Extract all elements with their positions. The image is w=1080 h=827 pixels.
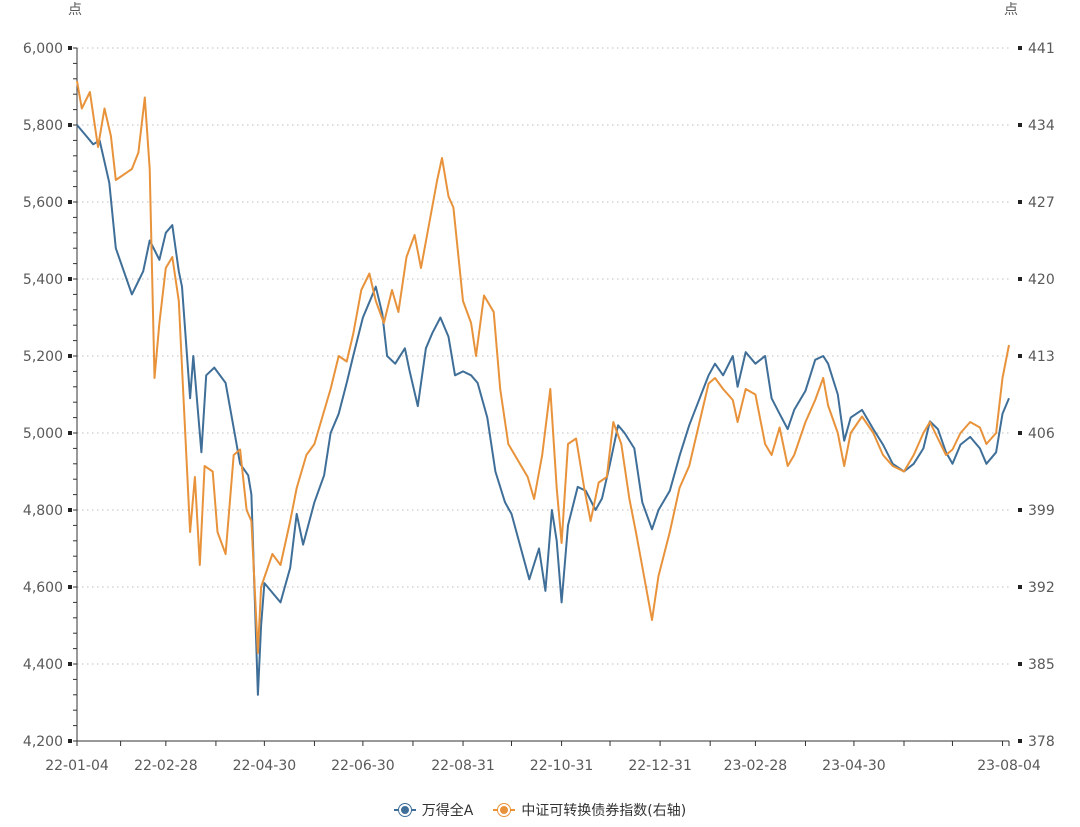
legend-item-left-series[interactable]: 万得全A bbox=[393, 800, 474, 820]
left-tick-marker bbox=[68, 662, 72, 666]
right-tick-label: 420 bbox=[1028, 272, 1055, 288]
left-tick-marker bbox=[68, 123, 72, 127]
x-tick-label: 22-02-28 bbox=[134, 758, 198, 774]
right-tick-marker bbox=[1018, 123, 1022, 127]
x-tick-label: 23-04-30 bbox=[822, 758, 886, 774]
right-tick-marker bbox=[1018, 200, 1022, 204]
left-tick-label: 6,000 bbox=[23, 41, 63, 57]
legend-item-right-series[interactable]: 中证可转换债券指数(右轴) bbox=[493, 800, 686, 820]
x-tick-label: 22-01-04 bbox=[45, 758, 109, 774]
left-tick-marker bbox=[68, 277, 72, 281]
left-tick-label: 4,200 bbox=[23, 734, 63, 750]
right-tick-label: 427 bbox=[1028, 195, 1055, 211]
legend-label-left: 万得全A bbox=[421, 803, 474, 819]
right-tick-marker bbox=[1018, 508, 1022, 512]
axis-layer: 4,200 4,400 4,600 4,800 5,000 5,200 5,400 5,600… bbox=[23, 41, 1055, 774]
left-tick-marker bbox=[68, 46, 72, 50]
left-tick-label: 5,800 bbox=[23, 118, 63, 134]
right-tick-marker bbox=[1018, 277, 1022, 281]
legend-marker-right bbox=[493, 804, 516, 816]
right-tick-label: 441 bbox=[1028, 41, 1055, 57]
legend: 万得全A 中证可转换债券指数(右轴) bbox=[0, 800, 1080, 820]
right-tick-label: 385 bbox=[1028, 657, 1055, 673]
right-axis-unit: 点 bbox=[1004, 2, 1018, 18]
right-tick-label: 434 bbox=[1028, 118, 1055, 134]
right-tick-marker bbox=[1018, 431, 1022, 435]
right-tick-marker bbox=[1018, 585, 1022, 589]
right-tick-marker bbox=[1018, 354, 1022, 358]
left-tick-label: 4,800 bbox=[23, 503, 63, 519]
right-tick-label: 392 bbox=[1028, 580, 1055, 596]
left-tick-label: 5,000 bbox=[23, 426, 63, 442]
x-tick-label: 22-06-30 bbox=[331, 758, 395, 774]
x-tick-label: 23-02-28 bbox=[724, 758, 788, 774]
right-tick-marker bbox=[1018, 739, 1022, 743]
grid-layer bbox=[77, 47, 1009, 665]
left-tick-marker bbox=[68, 431, 72, 435]
right-tick-label: 399 bbox=[1028, 503, 1055, 519]
left-tick-label: 5,400 bbox=[23, 272, 63, 288]
series-line-right bbox=[76, 80, 1010, 654]
left-tick-label: 5,200 bbox=[23, 349, 63, 365]
left-tick-label: 5,600 bbox=[23, 195, 63, 211]
right-tick-marker bbox=[1018, 662, 1022, 666]
left-axis-unit: 点 bbox=[68, 2, 82, 18]
right-tick-label: 406 bbox=[1028, 426, 1055, 442]
left-tick-marker bbox=[68, 739, 72, 743]
left-tick-marker bbox=[68, 354, 72, 358]
series-line-left bbox=[76, 124, 1010, 696]
legend-label-right: 中证可转换债券指数(右轴) bbox=[521, 803, 687, 819]
left-tick-marker bbox=[68, 508, 72, 512]
left-tick-label: 4,400 bbox=[23, 657, 63, 673]
legend-marker-left bbox=[393, 804, 416, 816]
right-tick-label: 378 bbox=[1028, 734, 1055, 750]
right-tick-marker bbox=[1018, 46, 1022, 50]
x-tick-label: 22-08-31 bbox=[431, 758, 495, 774]
left-tick-marker bbox=[68, 200, 72, 204]
x-tick-label: 23-08-04 bbox=[977, 758, 1041, 774]
left-tick-marker bbox=[68, 585, 72, 589]
x-tick-label: 22-04-30 bbox=[233, 758, 297, 774]
right-tick-label: 413 bbox=[1028, 349, 1055, 365]
left-tick-label: 4,600 bbox=[23, 580, 63, 596]
x-tick-label: 22-10-31 bbox=[530, 758, 594, 774]
x-tick-label: 22-12-31 bbox=[628, 758, 692, 774]
series-layer bbox=[76, 80, 1010, 696]
